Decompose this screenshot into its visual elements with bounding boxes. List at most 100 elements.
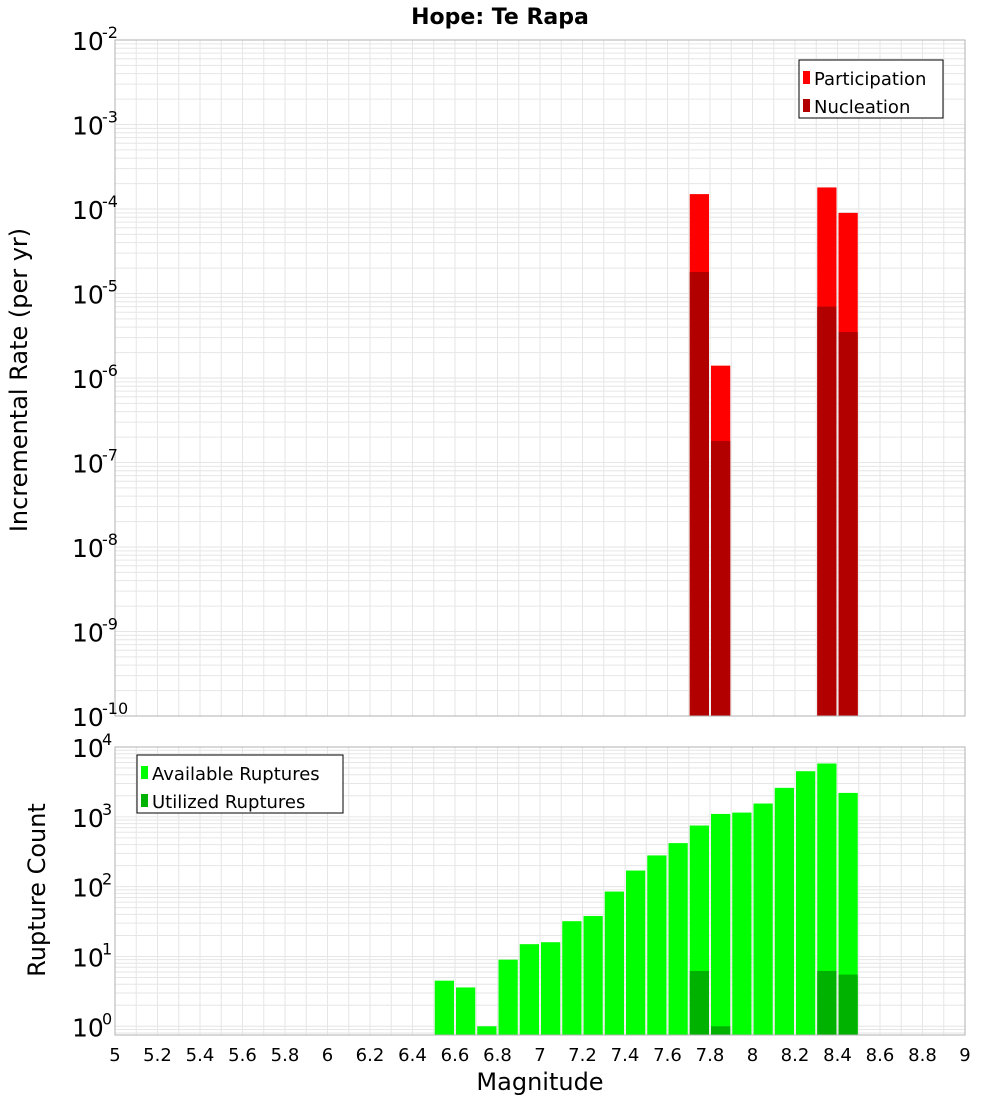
x-tick-label: 7 [534,1045,545,1066]
y-tick-label: 101 [72,939,112,972]
bar [711,1026,731,1035]
y-tick-exponent: 0 [102,1009,112,1028]
bar [541,942,561,1035]
bar [689,970,709,1035]
y-tick-label: 104 [72,730,112,763]
y-tick-exponent: -2 [102,23,118,42]
x-tick-label: 8 [747,1045,758,1066]
y-tick-base: 10 [72,804,104,833]
legend-box [136,754,344,814]
x-tick-label: 8.4 [823,1045,852,1066]
bar [434,980,454,1035]
y-tick-base: 10 [72,365,104,394]
bar [711,440,731,716]
y-tick-exponent: -7 [102,446,118,465]
series-secondary [689,271,858,716]
bar [583,915,603,1035]
bar [689,271,709,716]
y-tick-base: 10 [72,534,104,563]
x-tick-label: 6 [322,1045,333,1066]
y-tick-exponent: -3 [102,108,118,127]
bar [838,332,858,716]
y-tick-label: 10-4 [72,192,118,225]
y-tick-label: 103 [72,800,112,833]
y-tick-label: 10-10 [72,699,128,732]
y-tick-label: 10-2 [72,23,118,56]
y-tick-exponent: 1 [102,939,112,958]
legend-swatch [803,71,810,84]
y-tick-exponent: -8 [102,530,118,549]
legend-swatch [803,99,810,112]
y-tick-base: 10 [72,943,104,972]
x-tick-label: 5.4 [186,1045,215,1066]
bar [838,792,858,1035]
y-tick-label: 102 [72,870,112,903]
y-tick-base: 10 [72,27,104,56]
bar [711,813,731,1035]
legend: Participation Nucleation [798,59,944,119]
x-tick-label: 5 [109,1045,120,1066]
count-y-axis-label: Rupture Count [23,803,51,977]
legend-box [798,59,944,119]
y-tick-label: 10-6 [72,361,118,394]
y-tick-base: 10 [72,1013,104,1042]
x-tick-label: 6.2 [356,1045,385,1066]
y-tick-label: 10-7 [72,446,118,479]
bar [562,921,582,1035]
x-tick-label: 5.6 [228,1045,257,1066]
y-tick-exponent: -10 [102,699,128,718]
x-tick-label: 8.2 [781,1045,810,1066]
series-secondary [689,970,858,1035]
bar [477,1026,497,1035]
y-tick-base: 10 [72,703,104,732]
x-tick-label: 6.8 [483,1045,512,1066]
rate-panel: 10-210-310-410-510-610-710-810-910-10Par… [72,23,966,732]
x-tick-label: 7.2 [568,1045,597,1066]
y-tick-label: 10-8 [72,530,118,563]
x-tick-label: 7.8 [696,1045,725,1066]
bar [774,787,794,1035]
y-tick-label: 100 [72,1009,112,1042]
bar [498,959,518,1035]
y-tick-base: 10 [72,874,104,903]
y-tick-exponent: -6 [102,361,118,380]
bar [796,771,816,1035]
series-primary [434,763,858,1035]
legend-swatch [141,794,148,807]
x-tick-label: 8.6 [866,1045,895,1066]
x-tick-label: 6.4 [398,1045,427,1066]
y-tick-exponent: -4 [102,192,118,211]
y-tick-exponent: 4 [102,730,112,749]
legend-swatch [141,766,148,779]
rate-y-axis-label: Incremental Rate (per yr) [5,228,33,532]
bar [519,944,539,1035]
chart-title: Hope: Te Rapa [411,5,589,30]
x-axis-label: Magnitude [476,1068,603,1096]
x-tick-labels: 5 5.2 5.4 5.6 5.8 6 6.2 6.4 6.6 6.8 7 7.2 7.4 7.6 7.8 8… [109,1045,970,1066]
bar [817,763,837,1035]
y-tick-label: 10-9 [72,615,118,648]
y-tick-base: 10 [72,281,104,310]
y-tick-base: 10 [72,196,104,225]
y-tick-exponent: 2 [102,870,112,889]
bar [838,974,858,1035]
x-tick-label: 7.4 [611,1045,640,1066]
legend-label: Utilized Ruptures [152,792,305,813]
bar [456,987,476,1035]
y-tick-exponent: 3 [102,800,112,819]
bar [668,843,688,1035]
bar [732,812,752,1035]
x-tick-label: 7.6 [653,1045,682,1066]
x-tick-label: 5.8 [271,1045,300,1066]
bar [817,970,837,1035]
x-tick-label: 6.6 [441,1045,470,1066]
y-tick-exponent: -9 [102,615,118,634]
x-tick-label: 8.8 [908,1045,937,1066]
y-tick-label: 10-5 [72,277,118,310]
legend-label: Nucleation [814,97,910,118]
y-tick-base: 10 [72,619,104,648]
x-tick-label: 9 [959,1045,970,1066]
plot-frame [114,39,966,717]
